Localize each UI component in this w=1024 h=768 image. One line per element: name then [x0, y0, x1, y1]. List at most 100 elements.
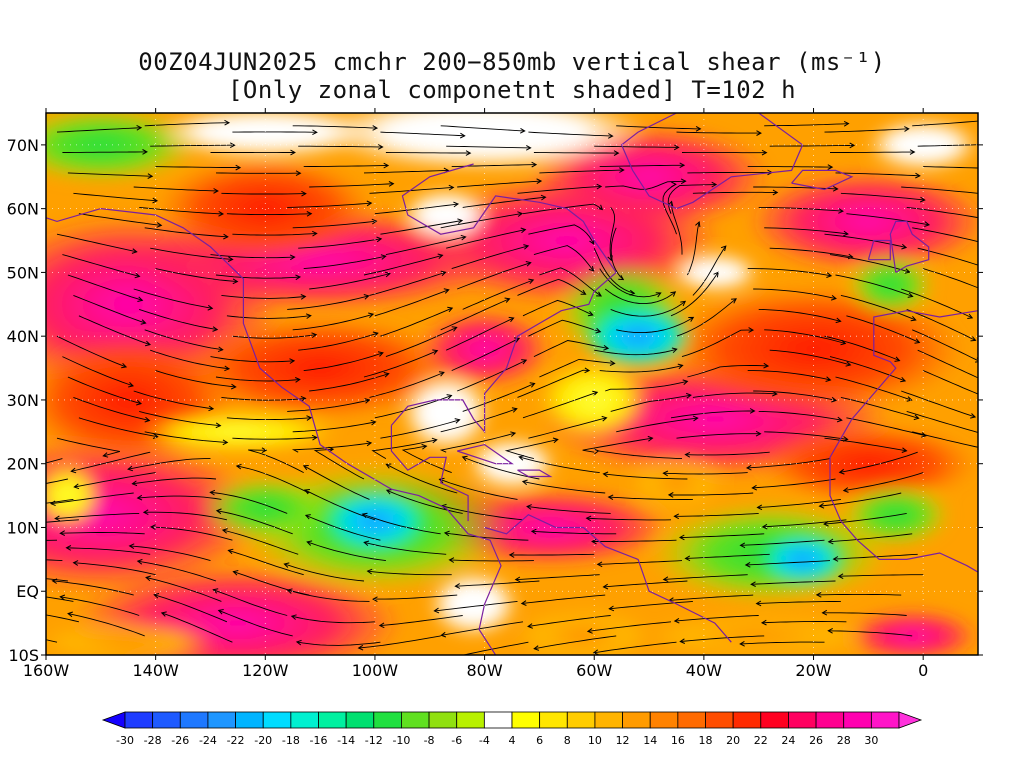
streamline-arrow [836, 416, 843, 423]
streamline [451, 337, 520, 372]
streamline [228, 549, 304, 576]
streamline-arrow [49, 500, 56, 507]
streamline-arrow [54, 515, 61, 522]
streamline-arrow [457, 218, 464, 224]
streamline-arrow [140, 319, 147, 325]
streamline-arrow [300, 294, 307, 300]
streamline [151, 526, 233, 541]
streamline-arrow [750, 581, 756, 587]
streamline-arrow [901, 447, 908, 453]
streamline-arrow [232, 570, 239, 576]
streamline-arrow [366, 568, 373, 575]
streamline [835, 274, 913, 297]
streamline [385, 326, 457, 358]
streamline-arrow [384, 271, 391, 278]
streamline [386, 463, 458, 494]
streamline-arrow [454, 418, 461, 424]
streamline-arrow [383, 372, 390, 378]
streamline-arrow [131, 248, 138, 254]
streamline-arrow [160, 611, 167, 617]
streamline [528, 131, 613, 137]
streamline-arrow [526, 504, 532, 510]
streamline-arrow [286, 588, 293, 594]
streamline-arrow [751, 484, 758, 491]
streamline-arrow [720, 245, 727, 252]
coastline [484, 513, 732, 643]
streamline [226, 213, 312, 216]
streamline [150, 247, 233, 260]
streamline-arrow [517, 211, 524, 217]
streamline-arrow [987, 447, 992, 452]
streamline-arrow [845, 361, 852, 367]
streamline [829, 356, 906, 382]
chart-title-line-2: [Only zonal componetnt shaded] T=102 h [227, 76, 797, 104]
streamline [139, 206, 224, 215]
streamline-arrow [595, 327, 602, 334]
streamline [838, 574, 924, 577]
streamline-arrow [678, 534, 685, 541]
streamline-arrow [0, 606, 2, 611]
streamline-arrow [102, 452, 109, 458]
streamline [369, 186, 454, 194]
streamline-arrow [152, 197, 159, 204]
streamline [137, 560, 217, 582]
streamline-arrow [128, 382, 134, 388]
streamline [155, 268, 238, 283]
streamline [226, 315, 311, 319]
streamline [923, 166, 978, 169]
streamline-arrow [992, 118, 997, 123]
streamline [46, 519, 79, 523]
streamline-arrow [647, 435, 654, 442]
streamline [528, 615, 611, 627]
streamline-arrow [131, 480, 138, 487]
streamline [509, 553, 595, 556]
streamline [222, 529, 299, 555]
streamline [840, 396, 919, 419]
streamline [917, 349, 978, 379]
streamline [681, 329, 753, 358]
streamline-arrow [440, 631, 447, 638]
streamline [610, 301, 686, 317]
streamline-arrow [504, 297, 511, 303]
streamline [150, 144, 235, 147]
streamline-arrow [662, 470, 669, 477]
streamline [213, 589, 288, 616]
coastline [791, 169, 854, 191]
streamline-arrow [1003, 166, 1007, 171]
streamline [221, 396, 306, 401]
streamline [594, 145, 679, 148]
streamline [758, 410, 842, 421]
streamline-arrow [843, 230, 849, 237]
streamline-arrow [388, 181, 395, 187]
streamline [527, 506, 611, 514]
streamline [912, 227, 978, 243]
streamline [67, 172, 153, 177]
streamline [686, 221, 700, 276]
streamline-arrow [525, 261, 532, 267]
streamline [751, 580, 836, 585]
streamline [439, 478, 518, 500]
streamline-arrow [991, 292, 996, 297]
streamline [364, 541, 447, 555]
streamline-arrow [830, 295, 837, 301]
streamline [533, 245, 594, 272]
streamline-arrow [593, 448, 600, 455]
streamline-arrow [607, 133, 614, 139]
streamline-arrow [152, 433, 159, 439]
streamline [129, 545, 211, 562]
streamline-arrow [748, 327, 755, 333]
streamline-arrow [376, 236, 383, 243]
streamline [462, 279, 534, 310]
streamline [692, 245, 727, 296]
streamline-arrow [145, 575, 151, 582]
streamline [592, 539, 677, 542]
streamline [46, 596, 74, 602]
streamline-arrow [364, 398, 371, 404]
coastlines [46, 113, 978, 655]
streamline [676, 298, 737, 337]
streamline [522, 391, 598, 419]
streamline [674, 615, 759, 622]
streamline-arrow [137, 296, 144, 302]
streamline-arrow [218, 210, 225, 217]
streamline [457, 359, 527, 392]
